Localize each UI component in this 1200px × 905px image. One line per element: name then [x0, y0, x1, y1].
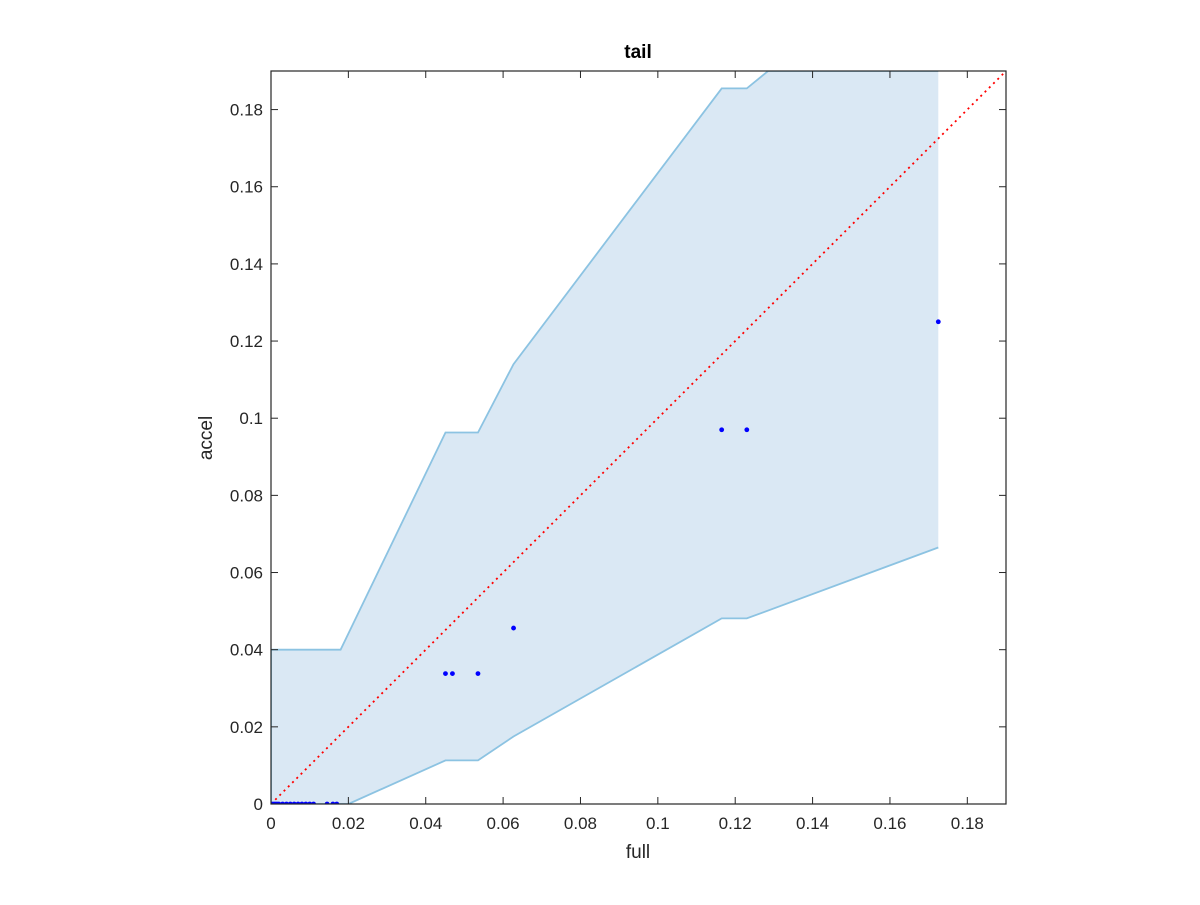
- x-tick-label: 0.08: [564, 814, 597, 833]
- axes: 0 0.02 0.04 0.06 0.08 0.1 0.12 0.14 0.16 0.18 0 0.0…: [230, 70, 1007, 833]
- axes-box: [270, 70, 1007, 805]
- band-upper-edge: [271, 71, 939, 651]
- data-point: [744, 427, 750, 433]
- y-axis-label: accel: [196, 416, 217, 460]
- x-tick-label: 0.12: [719, 814, 752, 833]
- data-point: [935, 319, 941, 325]
- data-point: [719, 427, 725, 433]
- x-axis-label: full: [626, 842, 650, 863]
- x-tick-label: 0.04: [409, 814, 442, 833]
- x-tick-label: 0.1: [646, 814, 670, 833]
- y-tick-label: 0.14: [230, 255, 263, 274]
- reference-line: [271, 71, 1006, 804]
- y-tick-label: 0.1: [239, 409, 263, 428]
- x-tick-label: 0.16: [873, 814, 906, 833]
- plot-area: [271, 71, 1006, 804]
- y-tick-label: 0: [254, 795, 263, 814]
- y-tick-label: 0.16: [230, 178, 263, 197]
- y-tick-label: 0.06: [230, 564, 263, 583]
- x-tick-label: 0: [266, 814, 275, 833]
- x-tick-label: 0.06: [487, 814, 520, 833]
- y-tick-label: 0.12: [230, 332, 263, 351]
- y-tick-label: 0.04: [230, 641, 263, 660]
- y-tick-label: 0.02: [230, 718, 263, 737]
- x-tick-label: 0.18: [951, 814, 984, 833]
- chart-title: tail: [624, 42, 651, 63]
- data-point: [475, 671, 481, 677]
- y-tick-label: 0.08: [230, 486, 263, 505]
- data-point: [443, 671, 448, 677]
- confidence-band: [271, 71, 939, 804]
- x-tick-label: 0.02: [332, 814, 365, 833]
- band-lower-edge: [271, 546, 939, 804]
- data-point: [511, 625, 516, 631]
- y-tick-label: 0.18: [230, 101, 263, 120]
- data-point: [450, 671, 455, 677]
- x-tick-label: 0.14: [796, 814, 829, 833]
